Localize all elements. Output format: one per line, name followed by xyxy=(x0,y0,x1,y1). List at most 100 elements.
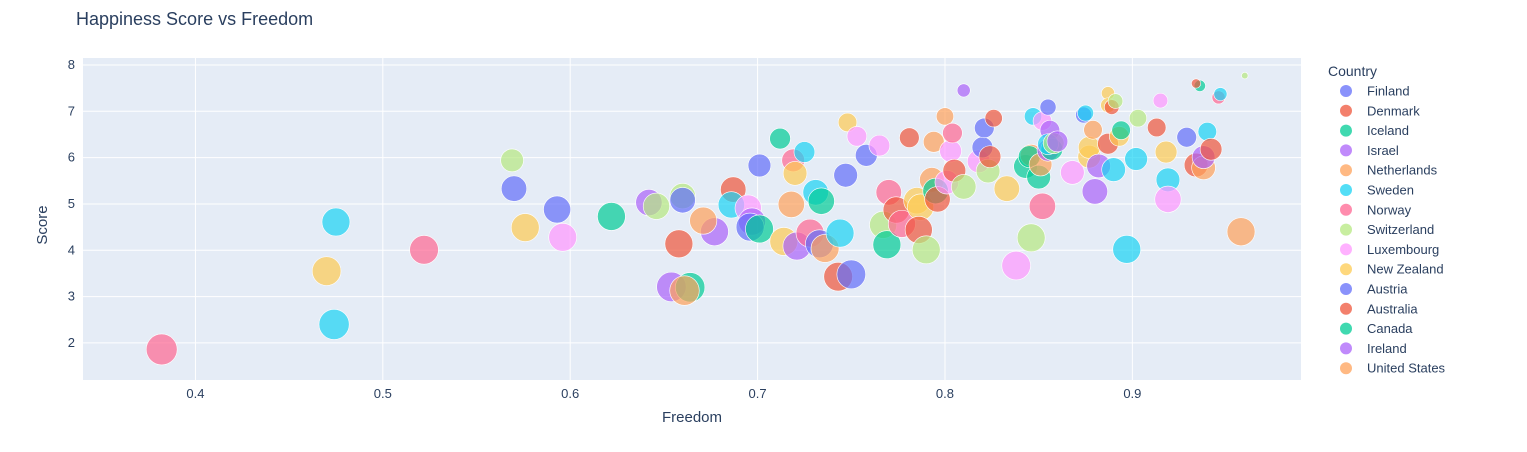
data-point xyxy=(597,202,626,231)
y-tick-label: 5 xyxy=(68,196,75,211)
data-point xyxy=(1001,250,1031,281)
legend-label: Switzerland xyxy=(1367,222,1434,237)
y-tick-label: 6 xyxy=(68,150,75,165)
legend-item[interactable]: Switzerland xyxy=(1340,222,1434,237)
data-point xyxy=(1081,178,1108,205)
data-point xyxy=(1199,138,1223,161)
y-tick-label: 7 xyxy=(68,103,75,118)
data-point xyxy=(872,230,902,260)
x-tick-label: 0.5 xyxy=(374,386,392,401)
legend-item[interactable]: Australia xyxy=(1340,301,1418,316)
data-point xyxy=(1077,104,1094,122)
data-point xyxy=(1154,140,1178,164)
x-axis-title: Freedom xyxy=(662,409,722,426)
legend-item[interactable]: Iceland xyxy=(1340,123,1409,138)
data-point xyxy=(548,223,578,252)
legend-title: Country xyxy=(1328,63,1377,79)
data-point xyxy=(1147,117,1167,138)
y-tick-label: 4 xyxy=(68,242,75,257)
data-point xyxy=(1176,127,1197,148)
data-point xyxy=(1039,98,1057,116)
legend-label: Austria xyxy=(1367,282,1408,297)
data-point xyxy=(984,109,1003,128)
legend-label: Iceland xyxy=(1367,123,1409,138)
y-tick-label: 3 xyxy=(68,289,75,304)
legend-item[interactable]: Canada xyxy=(1340,321,1413,336)
data-point xyxy=(935,107,955,126)
data-point xyxy=(1111,120,1131,140)
legend-item[interactable]: United States xyxy=(1340,361,1446,376)
y-axis-title: Score xyxy=(34,205,51,244)
data-point xyxy=(1060,160,1085,185)
legend-item[interactable]: Luxembourg xyxy=(1340,242,1439,257)
legend-label: Finland xyxy=(1367,84,1410,99)
legend-label: Norway xyxy=(1367,202,1412,217)
legend-label: Australia xyxy=(1367,301,1418,316)
legend-marker xyxy=(1340,184,1352,196)
legend-marker xyxy=(1340,144,1352,157)
data-point xyxy=(769,127,791,150)
data-point xyxy=(1197,122,1217,142)
data-point xyxy=(782,161,808,186)
data-point xyxy=(833,163,858,188)
legend-marker xyxy=(1340,263,1352,276)
legend-label: Canada xyxy=(1367,321,1413,336)
data-point xyxy=(1016,223,1046,253)
legend-item[interactable]: Finland xyxy=(1340,84,1410,99)
data-point xyxy=(318,308,350,340)
legend[interactable]: Finland Denmark Iceland Israel Netherlands Sw… xyxy=(1340,84,1446,376)
legend-item[interactable]: Austria xyxy=(1340,282,1408,297)
data-point xyxy=(1128,109,1148,128)
data-point xyxy=(1154,185,1182,213)
data-point xyxy=(956,83,971,98)
legend-marker xyxy=(1340,322,1352,335)
data-point xyxy=(500,175,528,202)
data-point xyxy=(846,126,868,147)
legend-item[interactable]: Israel xyxy=(1340,143,1399,158)
data-point xyxy=(939,139,962,163)
data-point xyxy=(1046,130,1069,153)
x-tick-label: 0.6 xyxy=(561,386,579,401)
data-point xyxy=(642,192,670,220)
data-point xyxy=(993,175,1020,202)
legend-marker xyxy=(1340,362,1352,375)
data-point xyxy=(745,214,774,244)
legend-item[interactable]: Netherlands xyxy=(1340,163,1438,178)
data-point xyxy=(777,190,805,218)
y-tick-label: 8 xyxy=(68,57,75,72)
legend-label: United States xyxy=(1367,361,1446,376)
data-point xyxy=(1226,217,1256,247)
legend-marker xyxy=(1340,124,1352,137)
legend-marker xyxy=(1340,223,1352,236)
legend-item[interactable]: Denmark xyxy=(1340,103,1420,118)
data-point xyxy=(793,141,816,163)
data-point xyxy=(911,235,941,265)
data-point xyxy=(978,145,1002,168)
legend-item[interactable]: Sweden xyxy=(1340,183,1414,198)
data-point xyxy=(807,187,835,215)
legend-marker xyxy=(1340,164,1352,177)
legend-label: New Zealand xyxy=(1367,262,1444,277)
data-point xyxy=(1124,147,1148,171)
data-points xyxy=(145,72,1256,366)
data-point xyxy=(543,195,571,224)
legend-item[interactable]: New Zealand xyxy=(1340,262,1444,277)
data-point xyxy=(951,174,977,200)
data-point xyxy=(1152,92,1169,109)
legend-item[interactable]: Ireland xyxy=(1340,341,1407,356)
x-tick-label: 0.7 xyxy=(749,386,767,401)
legend-marker xyxy=(1340,85,1352,97)
legend-marker xyxy=(1340,203,1352,216)
legend-marker xyxy=(1340,302,1352,315)
data-point xyxy=(1028,192,1056,220)
legend-item[interactable]: Norway xyxy=(1340,202,1412,217)
data-point xyxy=(1241,72,1249,80)
legend-label: Denmark xyxy=(1367,103,1420,118)
data-point xyxy=(899,127,920,148)
data-point xyxy=(1213,87,1228,102)
data-point xyxy=(669,187,696,214)
data-point xyxy=(321,207,351,237)
legend-label: Luxembourg xyxy=(1367,242,1439,257)
data-point xyxy=(409,235,439,265)
chart-title: Happiness Score vs Freedom xyxy=(76,9,313,29)
